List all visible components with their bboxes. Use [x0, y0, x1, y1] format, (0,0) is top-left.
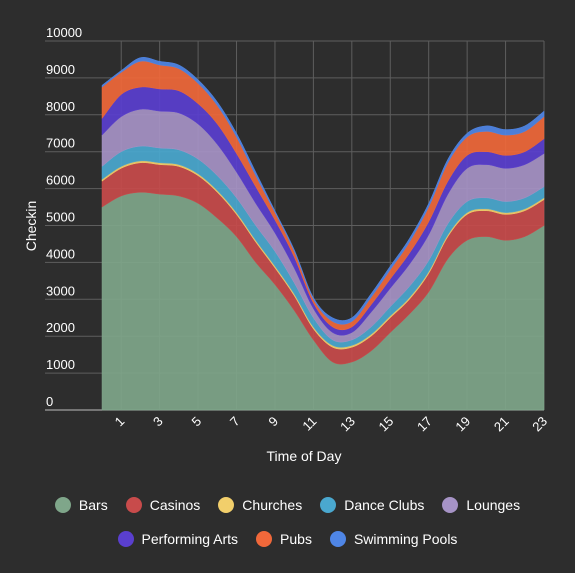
legend-row-2: Performing Arts Pubs Swimming Pools: [0, 531, 575, 547]
y-axis-title: Checkin: [23, 201, 39, 252]
legend-swatch-icon: [117, 531, 134, 547]
y-tick-label: 5000: [46, 210, 75, 225]
legend-swatch-icon: [54, 497, 71, 513]
stacked-area-chart: 0 1000 2000 3000 4000 5000 6000 7000 8000 9000 100…: [23, 25, 551, 464]
legend-swatch-icon: [442, 497, 459, 513]
legend-label: Swimming Pools: [353, 531, 458, 547]
legend-label: Bars: [78, 497, 108, 513]
legend-item-pubs[interactable]: Pubs: [256, 531, 312, 547]
y-tick-label: 0: [46, 394, 53, 409]
x-tick-label: 17: [414, 414, 435, 435]
legend-label: Dance Clubs: [344, 497, 425, 513]
legend-swatch-icon: [218, 497, 235, 513]
legend-label: Casinos: [149, 497, 201, 513]
x-axis-title: Time of Day: [267, 448, 342, 464]
y-tick-label: 9000: [46, 62, 75, 77]
legend-label: Lounges: [466, 497, 521, 513]
x-tick-label: 13: [337, 414, 358, 435]
y-tick-label: 7000: [46, 136, 75, 151]
legend-label: Churches: [242, 497, 303, 513]
y-tick-label: 6000: [46, 173, 75, 188]
y-tick-label: 3000: [46, 283, 75, 298]
legend-item-lounges[interactable]: Lounges: [442, 497, 520, 513]
x-axis-ticks: 1 3 5 7 9 11 13 15 17 19 21 23: [112, 414, 551, 435]
legend-item-churches[interactable]: Churches: [218, 497, 302, 513]
y-tick-label: 2000: [46, 320, 75, 335]
legend-swatch-icon: [329, 531, 346, 547]
legend-row-1: Bars Casinos Churches Dance Clubs Lounges: [0, 497, 575, 513]
x-tick-label: 7: [227, 414, 243, 430]
x-tick-label: 23: [529, 414, 550, 435]
legend-item-swimming-pools[interactable]: Swimming Pools: [329, 531, 458, 547]
x-tick-label: 15: [376, 414, 397, 435]
y-axis-ticks: 0 1000 2000 3000 4000 5000 6000 7000 8000 9000 100…: [46, 25, 82, 409]
y-tick-label: 4000: [46, 246, 75, 261]
area-swimming-pools: [101, 57, 545, 325]
y-tick-label: 10000: [46, 25, 82, 40]
legend-swatch-icon: [256, 531, 273, 547]
x-tick-label: 21: [491, 414, 512, 435]
x-tick-label: 5: [188, 414, 204, 430]
legend-label: Pubs: [280, 531, 312, 547]
area-series: [101, 57, 545, 411]
x-tick-label: 9: [265, 414, 281, 430]
y-tick-label: 8000: [46, 99, 75, 114]
legend-swatch-icon: [320, 497, 337, 513]
legend-item-bars[interactable]: Bars: [54, 497, 108, 513]
x-tick-label: 11: [299, 414, 319, 434]
legend-item-dance-clubs[interactable]: Dance Clubs: [320, 497, 424, 513]
x-tick-label: 1: [112, 414, 128, 430]
legend-label: Performing Arts: [141, 531, 239, 547]
legend-swatch-icon: [125, 497, 142, 513]
x-tick-label: 3: [150, 414, 166, 430]
x-tick-label: 19: [452, 414, 473, 435]
y-tick-label: 1000: [46, 357, 75, 372]
legend-item-performing-arts[interactable]: Performing Arts: [117, 531, 239, 547]
legend-item-casinos[interactable]: Casinos: [125, 497, 201, 513]
